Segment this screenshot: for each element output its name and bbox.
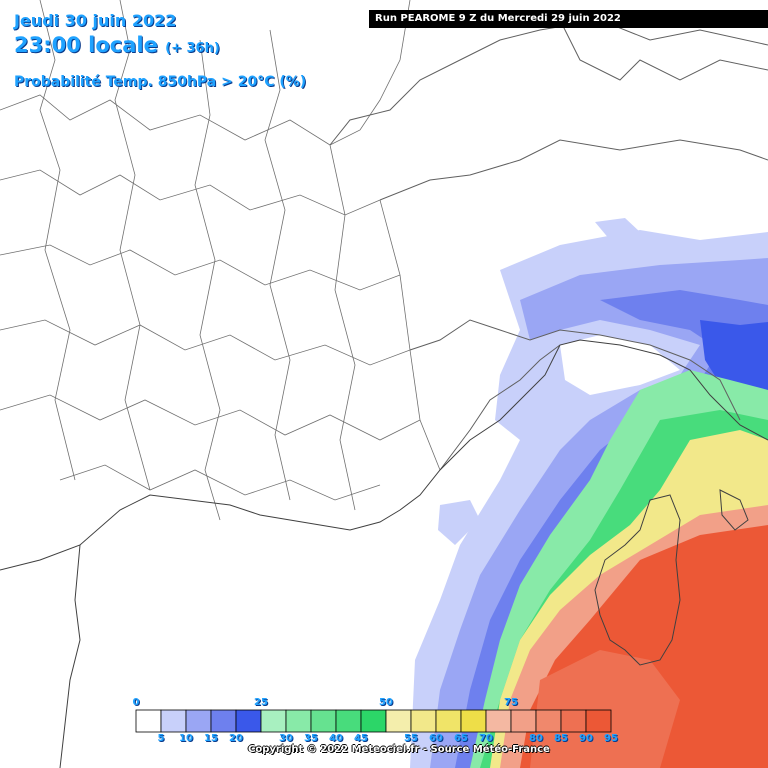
legend-swatch: [560, 709, 587, 733]
legend-minor-label: 85: [554, 733, 568, 744]
legend-minor-label: 20: [229, 733, 243, 744]
legend-swatch: [260, 709, 287, 733]
legend-minor-label: 65: [454, 733, 468, 744]
legend-swatch: [360, 709, 387, 733]
prob-zone-low-3: [595, 218, 640, 240]
legend-major-label: 50: [379, 697, 393, 708]
legend-swatch: [585, 709, 612, 733]
legend-minor-label: 80: [529, 733, 543, 744]
legend-swatch: [185, 709, 212, 733]
parameter-title: Probabilité Temp. 850hPa > 20°C (%): [14, 74, 307, 90]
legend-minor-label: 15: [204, 733, 218, 744]
legend-major-label: 0: [132, 697, 140, 708]
legend-major-label: 25: [254, 697, 268, 708]
legend-swatch: [135, 709, 162, 733]
legend-swatch: [310, 709, 337, 733]
forecast-time-value: 23:00 locale: [14, 33, 158, 57]
legend-swatch: [510, 709, 537, 733]
prob-zone-low-2: [438, 500, 480, 545]
coastline: [0, 339, 768, 768]
department-borders: [0, 0, 441, 521]
legend-minor-label: 5: [157, 733, 165, 744]
legend-swatch: [410, 709, 437, 733]
legend-swatch: [385, 709, 412, 733]
legend-minor-label: 70: [479, 733, 493, 744]
legend-minor-label: 60: [429, 733, 443, 744]
legend-swatch: [535, 709, 562, 733]
legend-colorbar: [135, 709, 612, 733]
legend-swatch: [335, 709, 362, 733]
legend-minor-label: 55: [404, 733, 418, 744]
prob-zone-orange: [530, 650, 680, 768]
forecast-date: Jeudi 30 juin 2022: [14, 11, 177, 30]
legend-minor-label: 10: [179, 733, 193, 744]
corsica: [594, 494, 681, 666]
legend-swatch: [160, 709, 187, 733]
legend-swatch: [460, 709, 487, 733]
legend-minor-label: 35: [304, 733, 318, 744]
legend-minor-label: 30: [279, 733, 293, 744]
legend-minor-label: 40: [329, 733, 343, 744]
legend-minor-label: 90: [579, 733, 593, 744]
country-border: [329, 19, 768, 471]
legend-swatch: [210, 709, 237, 733]
legend-swatch: [435, 709, 462, 733]
forecast-lead: (+ 36h): [165, 41, 220, 56]
forecast-time: 23:00 locale (+ 36h): [14, 33, 220, 57]
run-banner: Run PEAROME 9 Z du Mercredi 29 juin 2022: [369, 10, 768, 28]
copyright-notice: Copyright © 2022 Meteociel.fr - Source M…: [248, 744, 550, 755]
legend-minor-label: 95: [604, 733, 618, 744]
legend-swatch: [285, 709, 312, 733]
legend-major-label: 75: [504, 697, 518, 708]
legend-minor-label: 45: [354, 733, 368, 744]
legend-swatch: [235, 709, 262, 733]
prob-gap: [560, 335, 680, 395]
legend-swatch: [485, 709, 512, 733]
